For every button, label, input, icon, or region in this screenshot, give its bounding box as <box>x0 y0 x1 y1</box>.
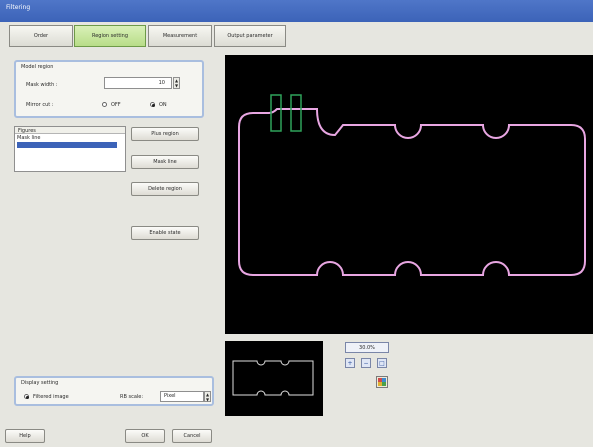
tab-output-parameter[interactable]: Output parameter <box>214 25 286 47</box>
cancel-button[interactable]: Cancel <box>172 429 212 443</box>
tab-measurement[interactable]: Measurement <box>148 25 212 47</box>
mask-line-label: Mask line <box>153 159 177 165</box>
filtered-image-label: Filtered image <box>33 394 69 400</box>
ok-label: OK <box>141 433 149 439</box>
zoom-readout: 30.0% <box>345 342 389 353</box>
thumbnail-view <box>232 360 314 396</box>
stepper-up-icon: ▲ <box>175 78 179 83</box>
plus-region-button[interactable]: Plus region <box>131 127 199 141</box>
enable-state-button[interactable]: Enable state <box>131 226 199 240</box>
mask-width-field[interactable]: 10 <box>104 77 172 89</box>
mask-rect-1[interactable] <box>270 94 282 132</box>
zoom-out-glyph: − <box>363 360 369 367</box>
zoom-readout-label: 30.0% <box>359 345 375 351</box>
mirror-cut-off-radio[interactable] <box>102 102 107 107</box>
mirror-cut-on-radio[interactable] <box>150 102 155 107</box>
workpiece-contour <box>238 108 586 276</box>
zoom-stepper-up-icon: ▲ <box>206 392 210 397</box>
delete-region-label: Delete region <box>148 186 182 192</box>
delete-region-button[interactable]: Delete region <box>131 182 199 196</box>
mask-width-stepper[interactable]: ▲ ▼ <box>173 77 180 89</box>
mask-width-label: Mask width : <box>26 82 58 88</box>
palette-glyph <box>378 378 386 386</box>
model-region-group: Model region Mask width : 10 ▲ ▼ Mirror … <box>14 60 204 118</box>
list-item-selected[interactable] <box>17 142 117 148</box>
mirror-cut-off-label: OFF <box>111 102 121 108</box>
zoom-in-glyph: + <box>347 360 353 367</box>
display-setting-title: Display setting <box>21 380 59 386</box>
window-title-bar: Filtering <box>0 0 593 22</box>
figure-list-header-label: Figures <box>18 128 36 134</box>
help-label: Help <box>19 433 31 439</box>
zoom-in-icon[interactable]: + <box>345 358 355 368</box>
zoom-fit-glyph: □ <box>379 360 385 367</box>
zoom-select[interactable]: Pixel <box>160 391 204 402</box>
thumbnail-contour <box>232 360 314 396</box>
list-item[interactable]: Mask line <box>17 135 123 141</box>
mask-width-value: 10 <box>158 80 165 86</box>
tab-region-setting-label: Region setting <box>91 33 129 39</box>
enable-state-label: Enable state <box>149 230 181 236</box>
zoom-fit-icon[interactable]: □ <box>377 358 387 368</box>
palette-icon[interactable] <box>376 376 388 388</box>
image-canvas[interactable] <box>225 55 593 334</box>
zoom-label: RB scale: <box>120 394 144 400</box>
ok-button[interactable]: OK <box>125 429 165 443</box>
mask-line-button[interactable]: Mask line <box>131 155 199 169</box>
zoom-select-stepper[interactable]: ▲ ▼ <box>204 391 211 402</box>
thumbnail-preview[interactable] <box>225 341 323 416</box>
stepper-down-icon: ▼ <box>175 83 179 88</box>
tab-order-label: Order <box>33 33 49 39</box>
mask-rect-2[interactable] <box>290 94 302 132</box>
workpiece-view <box>238 94 586 276</box>
window-title: Filtering <box>6 4 31 11</box>
help-button[interactable]: Help <box>5 429 45 443</box>
zoom-stepper-down-icon: ▼ <box>206 397 210 402</box>
list-item-label: Mask line <box>17 135 41 141</box>
tab-region-setting[interactable]: Region setting <box>74 25 146 47</box>
plus-region-label: Plus region <box>151 131 179 137</box>
display-setting-group: Display setting Filtered image RB scale:… <box>14 376 214 406</box>
mirror-cut-on-label: ON <box>159 102 167 108</box>
tab-output-parameter-label: Output parameter <box>227 33 273 39</box>
model-region-title: Model region <box>21 64 54 70</box>
tab-measurement-label: Measurement <box>162 33 198 39</box>
figure-list-header: Figures <box>15 127 125 134</box>
filtered-image-radio[interactable] <box>24 394 29 399</box>
mirror-cut-label: Mirror cut : <box>26 102 54 108</box>
zoom-out-icon[interactable]: − <box>361 358 371 368</box>
tab-order[interactable]: Order <box>9 25 73 47</box>
zoom-select-value: Pixel <box>164 393 176 399</box>
cancel-label: Cancel <box>183 433 201 439</box>
figure-list[interactable]: Figures Mask line <box>14 126 126 172</box>
